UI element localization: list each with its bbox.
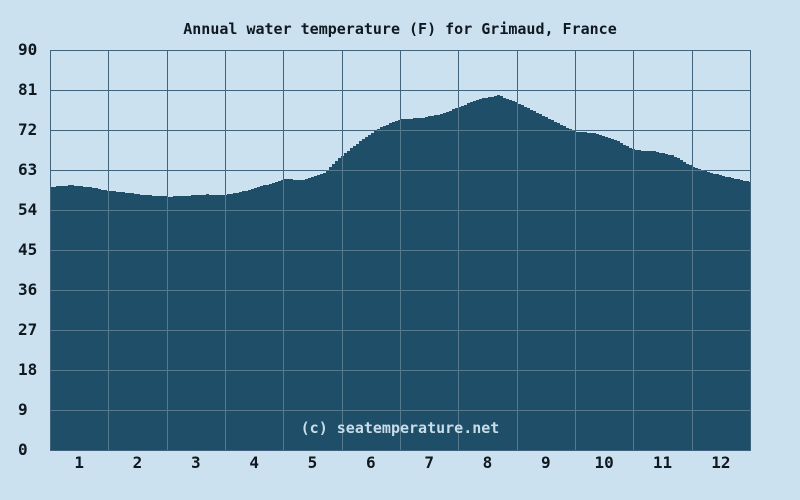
watermark-text: (c) seatemperature.net [301,419,500,437]
y-tick-label: 36 [18,280,37,299]
y-tick-label: 27 [18,320,37,339]
chart-title: Annual water temperature (F) for Grimaud… [183,20,616,38]
y-tick-label: 0 [18,440,28,459]
y-tick-label: 63 [18,160,37,179]
x-tick-label: 7 [424,453,434,472]
x-axis-tick-labels: 1 2 3 4 5 6 7 8 9 10 11 12 [74,453,730,472]
x-tick-label: 5 [308,453,318,472]
x-tick-label: 10 [595,453,614,472]
x-tick-label: 9 [541,453,551,472]
x-tick-label: 8 [483,453,493,472]
y-tick-label: 72 [18,120,37,139]
x-tick-label: 6 [366,453,376,472]
y-tick-label: 18 [18,360,37,379]
x-tick-label: 12 [711,453,730,472]
x-tick-label: 3 [191,453,201,472]
y-tick-label: 90 [18,40,37,59]
y-tick-label: 45 [18,240,37,259]
x-tick-label: 4 [249,453,259,472]
plot-border [50,50,751,451]
y-tick-label: 54 [18,200,37,219]
x-tick-label: 1 [74,453,84,472]
y-tick-label: 81 [18,80,37,99]
y-axis-tick-labels: 0 9 18 27 36 45 54 63 72 81 90 [18,40,37,459]
y-tick-label: 9 [18,400,28,419]
x-tick-label: 2 [133,453,143,472]
x-tick-label: 11 [653,453,672,472]
